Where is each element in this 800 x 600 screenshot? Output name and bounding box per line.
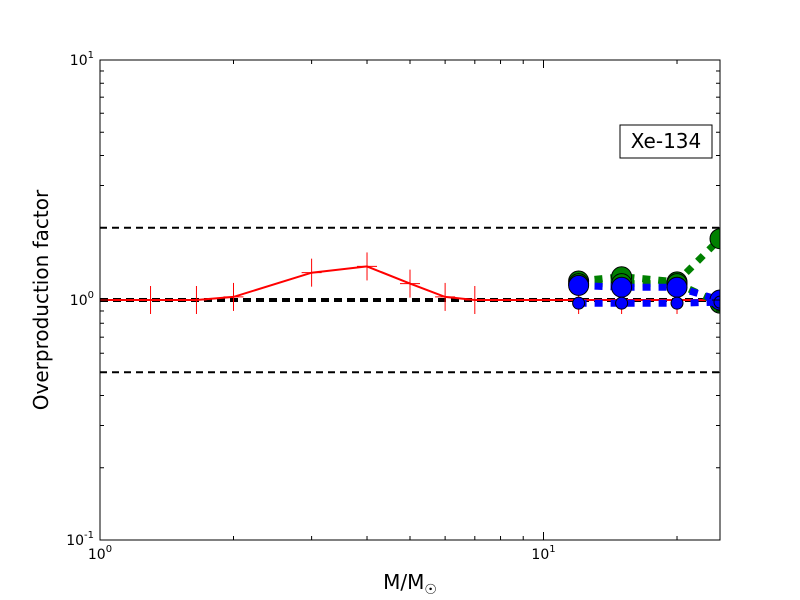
axis-ticks <box>99 59 720 541</box>
x-axis-label: M/M☉ <box>383 570 437 598</box>
series-layer <box>100 228 720 314</box>
x-tick-label-0-exp: 0 <box>106 544 112 555</box>
annotation-frame <box>619 124 713 159</box>
y-tick-label-2-exp: 1 <box>88 50 94 61</box>
x-tick-label-0-base: 10 <box>88 547 106 563</box>
series-4-point-2 <box>670 296 684 310</box>
x-axis-label-subscript: ☉ <box>424 582 437 598</box>
series-4-point-1 <box>615 296 629 310</box>
series-0-point-3 <box>223 282 244 311</box>
y-tick-label-2: 101 <box>70 50 94 69</box>
reference-lines <box>100 226 720 374</box>
x-tick-label-1: 101 <box>531 544 555 563</box>
y-tick-label-1-exp: 0 <box>88 290 94 301</box>
x-tick-label-0: 100 <box>88 544 112 563</box>
series-3-point-1 <box>611 276 633 298</box>
annotation-label: Xe-134 <box>631 129 702 153</box>
series-3-point-2 <box>666 276 688 298</box>
series-4-line <box>578 298 720 307</box>
series-0-point-7 <box>435 282 456 311</box>
y-axis-label: Overproduction factor <box>29 189 53 410</box>
x-tick-label-1-base: 10 <box>531 547 549 563</box>
series-0-point-4 <box>301 258 322 287</box>
y-tick-label-2-base: 10 <box>70 53 88 69</box>
y-tick-label-0: 10-1 <box>66 530 94 549</box>
series-0-point-5 <box>357 252 378 281</box>
series-3-point-0 <box>568 274 590 296</box>
series-3-line <box>578 281 720 304</box>
x-axis-label-main: M/M <box>383 570 424 594</box>
x-tick-label-1-exp: 1 <box>549 544 555 555</box>
annotation-box: Xe-134 <box>619 124 713 159</box>
y-tick-label-0-exp: -1 <box>84 530 94 541</box>
y-tick-label-0-base: 10 <box>66 533 84 549</box>
series-0-point-8 <box>464 286 485 314</box>
y-tick-label-1: 100 <box>70 290 94 309</box>
series-0-point-2 <box>186 286 207 314</box>
series-4-point-3 <box>713 295 720 309</box>
series-1-line <box>578 236 720 286</box>
series-1-point-3 <box>709 228 720 250</box>
series-0-point-6 <box>400 269 420 298</box>
y-tick-label-1-base: 10 <box>70 293 88 309</box>
series-0-point-1 <box>140 286 161 314</box>
series-4-point-0 <box>572 296 586 310</box>
